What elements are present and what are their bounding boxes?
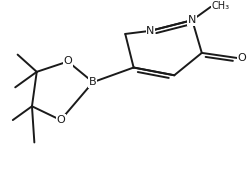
Text: N: N (146, 26, 154, 36)
Text: O: O (238, 53, 246, 63)
Text: O: O (56, 115, 65, 125)
Text: B: B (89, 77, 97, 87)
Text: N: N (188, 15, 196, 25)
Text: CH₃: CH₃ (211, 1, 230, 11)
Text: O: O (64, 57, 72, 66)
